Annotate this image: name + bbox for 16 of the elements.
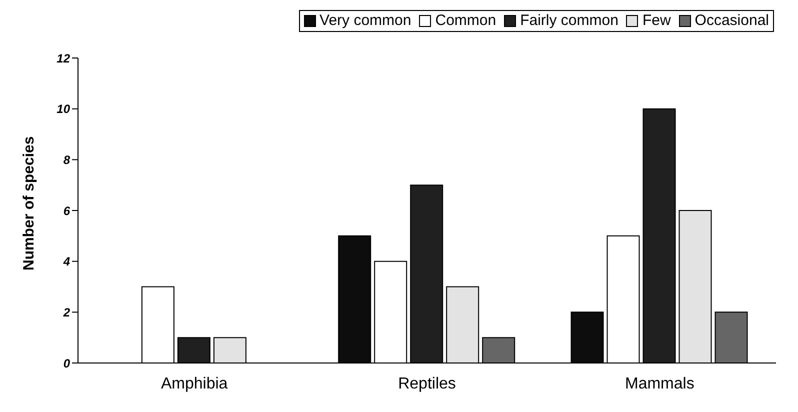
legend-label: Common bbox=[435, 12, 496, 30]
y-tick-label: 4 bbox=[62, 254, 70, 269]
x-tick-label: Amphibia bbox=[160, 375, 228, 392]
legend-label: Fairly common bbox=[520, 12, 618, 30]
y-tick-label: 6 bbox=[63, 204, 70, 218]
x-tick-label: Mammals bbox=[624, 375, 694, 392]
y-tick-label: 10 bbox=[56, 102, 70, 116]
y-tick-label: 2 bbox=[62, 305, 70, 320]
y-tick-label: 0 bbox=[63, 356, 70, 370]
y-tick-label: 8 bbox=[63, 152, 70, 167]
x-tick-label: Reptiles bbox=[398, 375, 456, 392]
y-tick-label: 12 bbox=[56, 51, 70, 66]
legend-label: Few bbox=[642, 12, 671, 30]
y-axis-title: Number of species bbox=[20, 136, 38, 270]
legend-label: Occasional bbox=[694, 12, 769, 30]
legend-label: Very common bbox=[320, 12, 412, 30]
